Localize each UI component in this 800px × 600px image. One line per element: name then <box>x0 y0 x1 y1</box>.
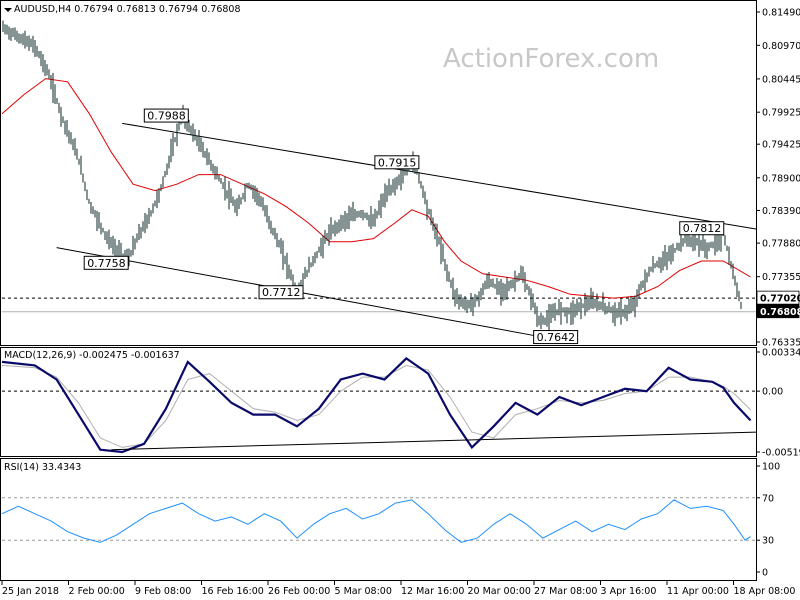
price-label: 0.7642 <box>533 330 579 345</box>
macd-plot <box>1 356 757 454</box>
price-tick-label: 0.79925 <box>762 108 800 119</box>
price-header-text: AUDUSD,H4 0.76794 0.76813 0.76794 0.7680… <box>14 4 241 15</box>
moving-average-line <box>1 78 751 299</box>
price-label: 0.7758 <box>83 255 129 270</box>
price-label: 0.7915 <box>374 155 420 170</box>
rsi-tick-label: 0 <box>762 568 768 579</box>
price-tick-label: 0.80970 <box>762 41 800 52</box>
time-tick-label: 18 Apr 08:00 <box>734 586 796 597</box>
trend-line <box>122 122 757 230</box>
price-label-box <box>258 285 304 300</box>
price-label: 0.7712 <box>258 285 304 300</box>
price-tick-label: 0.80445 <box>762 74 800 85</box>
right-price-axis: 0.81490 0.80970 0.80445 0.79925 0.79425 0.789… <box>756 8 800 579</box>
price-label-box <box>533 330 579 345</box>
last-price-tag-text: 0.76808 <box>760 307 800 318</box>
price-label-text: 0.7812 <box>683 222 722 235</box>
price-label: 0.7988 <box>143 108 189 123</box>
time-tick-label: 25 Jan 2018 <box>2 586 59 597</box>
price-tick-label: 0.78900 <box>762 173 800 184</box>
price-header: AUDUSD,H4 0.76794 0.76813 0.76794 0.7680… <box>4 4 241 15</box>
price-label-text: 0.7988 <box>147 110 186 123</box>
time-tick-label: 9 Feb 08:00 <box>135 586 191 597</box>
price-plot: 0.7988 0.7758 0.7712 0.7915 0.7642 0.7812 <box>1 20 757 345</box>
price-tick-label: 0.81490 <box>762 8 800 19</box>
dropdown-triangle-icon[interactable] <box>4 8 12 12</box>
time-tick-label: 3 Apr 16:00 <box>601 586 657 597</box>
last-price-tag: 0.76808 <box>756 304 800 319</box>
macd-tick-label: -0.005197 <box>762 448 800 459</box>
time-tick-label: 16 Feb 16:00 <box>202 586 264 597</box>
price-label-text: 0.7758 <box>87 257 126 270</box>
macd-trend-line <box>111 431 757 451</box>
rsi-plot <box>1 497 756 543</box>
macd-tick-label: 0.00 <box>762 387 783 398</box>
price-tick-label: 0.76335 <box>762 338 800 349</box>
rsi-line <box>1 499 751 543</box>
price-label-box <box>374 155 420 170</box>
macd-line <box>1 356 752 454</box>
time-tick-label: 27 Mar 08:00 <box>534 586 597 597</box>
watermark: ActionForex.com <box>443 44 659 74</box>
rsi-tick-label: 100 <box>762 462 780 473</box>
price-label-text: 0.7915 <box>378 156 417 169</box>
rsi-tick-label: 70 <box>762 493 774 504</box>
price-tick-label: 0.78390 <box>762 206 800 217</box>
price-panel: ActionForex.com AUDUSD,H4 0.76794 0.7681… <box>0 0 757 346</box>
level-tag: 0.77020 <box>756 290 800 305</box>
price-tick-label: 0.79425 <box>762 140 800 151</box>
rsi-header-text: RSI(14) 33.4343 <box>4 462 81 473</box>
price-label-box <box>83 255 129 270</box>
time-tick-label: 20 Mar 00:00 <box>468 586 531 597</box>
price-label-text: 0.7712 <box>262 286 301 299</box>
time-tick-label: 2 Feb 00:00 <box>69 586 125 597</box>
last-price-tag-box <box>756 304 800 319</box>
price-tick-label: 0.77880 <box>762 239 800 250</box>
price-label: 0.7812 <box>679 221 725 236</box>
macd-header-text: MACD(12,26,9) -0.002475 -0.001637 <box>4 350 180 361</box>
time-tick-label: 5 Mar 08:00 <box>335 586 392 597</box>
price-label-box <box>679 221 725 236</box>
time-tick-label: 12 Mar 16:00 <box>401 586 464 597</box>
level-tag-box <box>756 290 800 305</box>
macd-tick-label: 0.003345 <box>762 348 800 359</box>
level-tag-text: 0.77020 <box>760 294 800 305</box>
macd-panel: MACD(12,26,9) -0.002475 -0.001637 <box>0 347 757 457</box>
time-axis: 25 Jan 2018 2 Feb 00:00 9 Feb 08:00 16 Feb … <box>1 581 796 597</box>
price-label-text: 0.7642 <box>537 331 576 344</box>
time-tick-label: 11 Apr 00:00 <box>667 586 729 597</box>
price-label-box <box>143 108 189 123</box>
rsi-tick-label: 30 <box>762 536 774 547</box>
price-tick-label: 0.77355 <box>762 272 800 283</box>
time-tick-label: 26 Feb 00:00 <box>268 586 330 597</box>
rsi-panel: RSI(14) 33.4343 <box>0 458 757 581</box>
